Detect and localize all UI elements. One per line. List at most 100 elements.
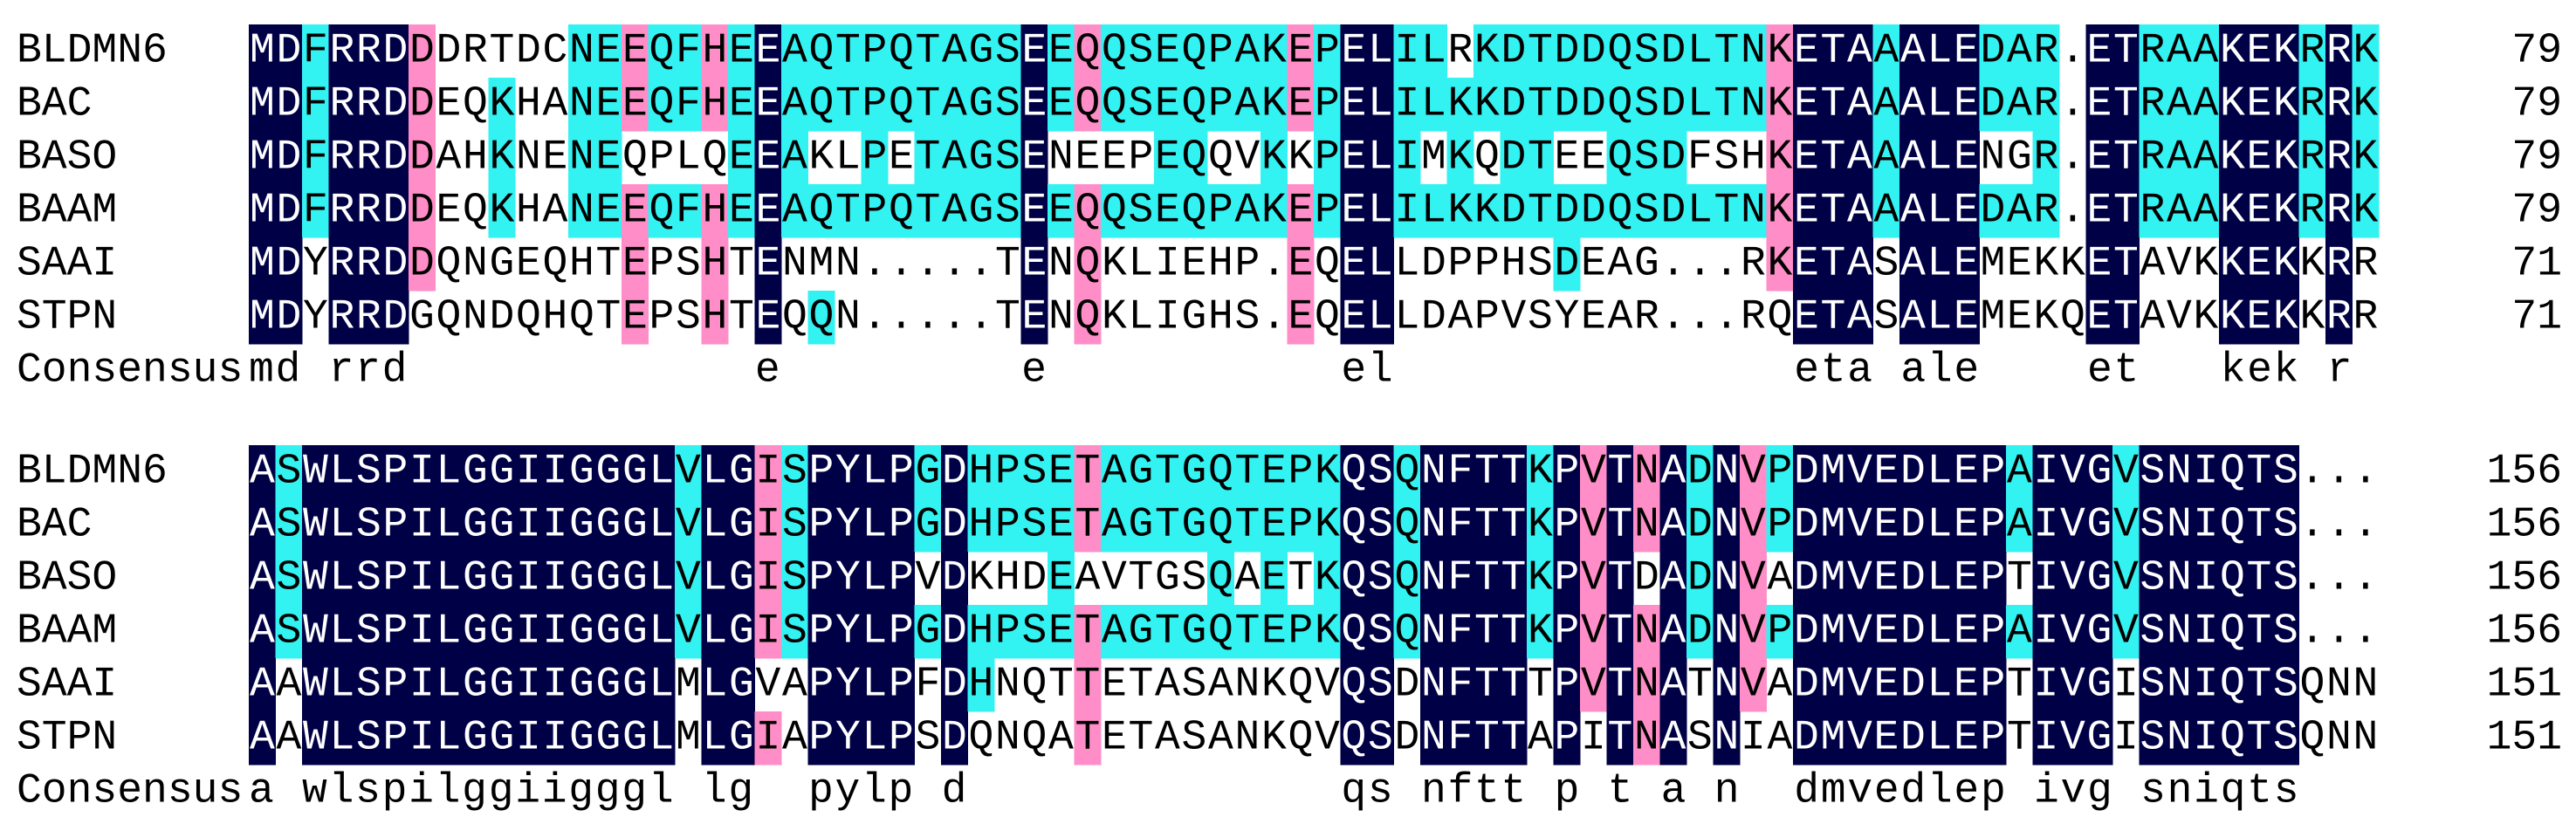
residue: K — [2220, 81, 2245, 128]
residue: Q — [1315, 294, 1340, 341]
residue-shade — [728, 552, 755, 606]
residue: D — [942, 662, 967, 709]
residue: A — [1208, 715, 1233, 762]
residue: G — [729, 662, 754, 709]
residue: G — [916, 608, 941, 656]
residue-shade — [1713, 711, 1741, 766]
residue-shade — [754, 445, 782, 499]
residue-shade — [807, 658, 835, 712]
residue-shade — [2112, 552, 2140, 606]
residue: H — [1741, 134, 1766, 182]
residue-shade — [1180, 184, 1208, 238]
residue: . — [1261, 241, 1287, 288]
residue: A — [1661, 449, 1686, 496]
residue: T — [995, 294, 1020, 341]
sequence: MDYRRDGQNDQHQTEPSHTEQQN.....TENQKLIGHS.E… — [250, 294, 2378, 341]
residue: N — [782, 241, 807, 288]
residue: L — [862, 715, 888, 762]
residue-shade — [807, 552, 835, 606]
residue: . — [2300, 449, 2325, 496]
residue: K — [2220, 134, 2245, 182]
residue: P — [383, 502, 409, 549]
residue-shade — [1154, 605, 1181, 659]
residue: Q — [2220, 502, 2245, 549]
residue: Q — [809, 188, 835, 235]
residue-shade — [355, 658, 382, 712]
residue-count: 79 — [2511, 188, 2562, 235]
residue-shade — [1899, 445, 1927, 499]
residue: M — [250, 188, 275, 235]
residue-shade — [1686, 498, 1714, 553]
residue: P — [1981, 449, 2006, 496]
residue-shade — [1580, 445, 1607, 499]
residue: T — [1155, 608, 1180, 656]
residue-shade — [2166, 131, 2193, 185]
residue: R — [330, 28, 355, 75]
residue-shade — [594, 445, 622, 499]
residue: D — [1661, 188, 1686, 235]
residue-shade — [1340, 291, 1368, 345]
residue: . — [2353, 555, 2379, 602]
residue: P — [1208, 188, 1233, 235]
residue-shade — [622, 184, 649, 238]
residue: S — [676, 294, 701, 341]
residue-shade — [1314, 498, 1341, 553]
residue: V — [1741, 608, 1766, 656]
residue-shade — [888, 184, 915, 238]
residue: L — [1395, 241, 1420, 288]
residue: D — [436, 28, 462, 75]
residue-shade — [754, 237, 782, 292]
residue: K — [1315, 555, 1340, 602]
residue: V — [2113, 502, 2139, 549]
residue: S — [1022, 449, 1048, 496]
residue-shade — [1233, 24, 1261, 79]
residue-shade — [728, 78, 755, 132]
residue: K — [1768, 188, 1793, 235]
residue: T — [1821, 188, 1846, 235]
residue: P — [1768, 449, 1793, 496]
residue: G — [569, 662, 594, 709]
residue-shade — [2245, 605, 2273, 659]
residue-shade — [1819, 24, 1847, 79]
residue-shade — [409, 445, 436, 499]
residue: T — [1501, 608, 1527, 656]
residue: G — [490, 449, 515, 496]
residue: P — [649, 134, 675, 182]
residue-shade — [914, 78, 942, 132]
residue-shade — [701, 552, 729, 606]
residue: G — [463, 715, 488, 762]
residue-shade — [1020, 445, 1048, 499]
residue: P — [862, 188, 888, 235]
residue: R — [2140, 188, 2166, 235]
residue: G — [463, 502, 488, 549]
residue-shade — [355, 131, 382, 185]
residue: V — [1581, 662, 1606, 709]
residue-shade — [1127, 498, 1155, 553]
residue-shade — [622, 605, 649, 659]
residue-shade — [835, 658, 862, 712]
residue-shade — [2139, 131, 2167, 185]
residue: L — [436, 502, 462, 549]
residue-shade — [2272, 291, 2299, 345]
residue-shade — [1074, 498, 1102, 553]
residue-shade — [409, 658, 436, 712]
residue: N — [1048, 294, 1074, 341]
residue-shade — [781, 78, 808, 132]
residue: H — [516, 188, 541, 235]
residue-shade — [1101, 24, 1128, 79]
residue: A — [1208, 662, 1233, 709]
residue: K — [1768, 81, 1793, 128]
residue-shade — [1420, 445, 1447, 499]
residue: D — [1555, 81, 1580, 128]
residue: Q — [809, 28, 835, 75]
residue-shade — [1340, 552, 1368, 606]
residue: I — [543, 662, 568, 709]
residue: Q — [1022, 715, 1048, 762]
residue: V — [676, 449, 701, 496]
residue: S — [782, 608, 807, 656]
residue-shade — [2166, 498, 2193, 553]
residue: P — [809, 715, 835, 762]
residue: F — [303, 188, 328, 235]
residue: Q — [622, 134, 648, 182]
